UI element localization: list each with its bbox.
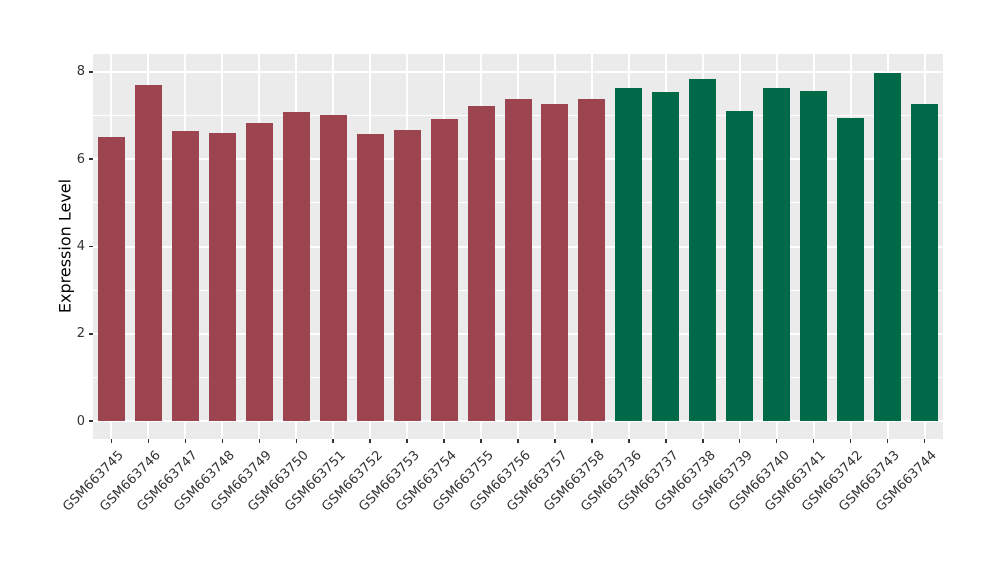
- x-tick-mark: [923, 439, 926, 443]
- bar-GSM663743: [874, 72, 902, 422]
- bar-GSM663739: [726, 111, 754, 422]
- bar-GSM663754: [430, 119, 458, 422]
- bar-GSM663755: [467, 105, 495, 422]
- bar-GSM663745: [97, 136, 125, 422]
- y-tick-mark: [89, 158, 93, 160]
- x-tick-mark: [258, 439, 261, 443]
- x-tick-mark: [184, 439, 187, 443]
- x-tick-mark: [443, 439, 445, 443]
- bar-GSM663757: [541, 104, 569, 422]
- x-tick-mark: [738, 439, 741, 443]
- x-tick-mark: [665, 439, 667, 443]
- bar-GSM663758: [578, 98, 606, 422]
- bar-GSM663747: [171, 131, 199, 422]
- y-tick-label: 4: [76, 239, 85, 254]
- bar-GSM663738: [689, 79, 717, 422]
- x-tick-mark: [480, 439, 482, 443]
- bar-GSM663746: [134, 84, 162, 422]
- x-tick-mark: [295, 439, 297, 443]
- y-tick-label: 6: [76, 151, 85, 167]
- x-tick-mark: [517, 439, 519, 443]
- y-tick-mark: [89, 71, 93, 73]
- gridline-major: [93, 70, 943, 73]
- bar-GSM663751: [319, 115, 347, 422]
- y-tick-mark: [89, 333, 93, 335]
- bar-GSM663753: [393, 129, 421, 422]
- bar-GSM663742: [837, 118, 865, 422]
- bar-GSM663740: [763, 88, 791, 422]
- x-tick-mark: [775, 439, 778, 443]
- bar-GSM663736: [615, 88, 643, 422]
- y-tick-label: 8: [76, 64, 85, 80]
- x-tick-mark: [812, 439, 815, 443]
- bar-GSM663756: [504, 98, 532, 422]
- x-tick-mark: [591, 439, 593, 443]
- x-tick-mark: [369, 439, 371, 443]
- x-tick-mark: [221, 439, 224, 443]
- bar-GSM663749: [245, 122, 273, 422]
- bar-GSM663737: [652, 91, 680, 422]
- x-tick-mark: [702, 439, 704, 443]
- x-tick-mark: [147, 439, 150, 443]
- y-tick-label: 0: [76, 413, 85, 429]
- x-tick-mark: [886, 439, 889, 443]
- x-tick-mark: [332, 439, 334, 443]
- gridline-major: [93, 420, 943, 423]
- x-tick-mark: [406, 439, 408, 443]
- bar-GSM663748: [208, 132, 236, 422]
- x-tick-mark: [849, 439, 852, 443]
- x-tick-mark: [110, 439, 113, 443]
- x-tick-mark: [554, 439, 556, 443]
- y-tick-label: 2: [76, 326, 85, 342]
- x-tick-mark: [628, 439, 630, 443]
- bar-GSM663752: [356, 133, 384, 422]
- y-tick-mark: [89, 245, 93, 248]
- y-tick-mark: [89, 420, 93, 422]
- plot-panel: [93, 54, 943, 439]
- bar-GSM663741: [800, 91, 828, 422]
- bar-GSM663750: [282, 111, 310, 422]
- bar-GSM663744: [911, 104, 939, 422]
